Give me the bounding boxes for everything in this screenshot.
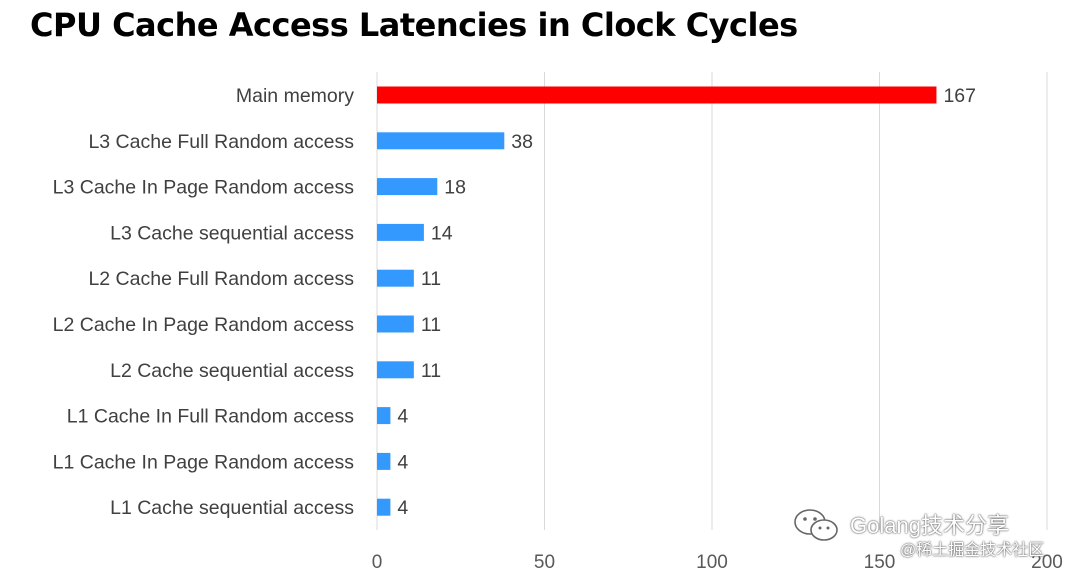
value-label: 38 <box>511 131 533 153</box>
bars <box>377 86 937 516</box>
category-label: L2 Cache sequential access <box>110 360 354 382</box>
value-label: 4 <box>397 406 408 428</box>
x-axis-ticks: 0 50 100 150 200 <box>372 552 1063 573</box>
category-label: Main memory <box>236 85 354 107</box>
bar <box>377 269 414 287</box>
bar <box>377 407 391 425</box>
value-label: 11 <box>421 268 441 290</box>
wechat-icon <box>794 509 838 541</box>
category-label: L3 Cache sequential access <box>110 222 354 244</box>
value-label: 14 <box>431 222 453 244</box>
watermark-subtext: @稀土掘金技术社区 <box>900 542 1045 559</box>
bar <box>377 498 391 516</box>
category-label: L1 Cache sequential access <box>110 497 354 519</box>
x-tick-label: 200 <box>1031 552 1063 573</box>
bar <box>377 452 391 470</box>
x-tick-label: 150 <box>864 552 896 573</box>
bar <box>377 361 414 379</box>
watermark-text: Golang技术分享 <box>850 513 1009 538</box>
bar <box>377 223 424 241</box>
x-tick-label: 0 <box>372 552 383 573</box>
x-tick-label: 50 <box>534 552 555 573</box>
category-label: L1 Cache In Page Random access <box>53 451 355 473</box>
bar <box>377 132 505 150</box>
value-label: 4 <box>397 451 408 473</box>
bar <box>377 86 937 104</box>
category-labels: Main memory L3 Cache Full Random access L3… <box>53 85 355 519</box>
value-label: 18 <box>444 177 466 199</box>
category-label: L3 Cache In Page Random access <box>53 177 355 199</box>
category-label: L2 Cache In Page Random access <box>53 314 355 336</box>
value-labels: 167 38 18 14 11 11 11 4 4 4 <box>397 85 976 519</box>
bar <box>377 315 414 333</box>
category-label: L2 Cache Full Random access <box>88 268 354 290</box>
value-label: 11 <box>421 360 441 382</box>
value-label: 4 <box>397 497 408 519</box>
value-label: 167 <box>943 85 976 107</box>
value-label: 11 <box>421 314 441 336</box>
x-tick-label: 100 <box>696 552 728 573</box>
category-label: L3 Cache Full Random access <box>88 131 354 153</box>
bar <box>377 178 438 196</box>
chart-title: CPU Cache Access Latencies in Clock Cycl… <box>30 6 798 44</box>
category-label: L1 Cache In Full Random access <box>67 406 354 428</box>
